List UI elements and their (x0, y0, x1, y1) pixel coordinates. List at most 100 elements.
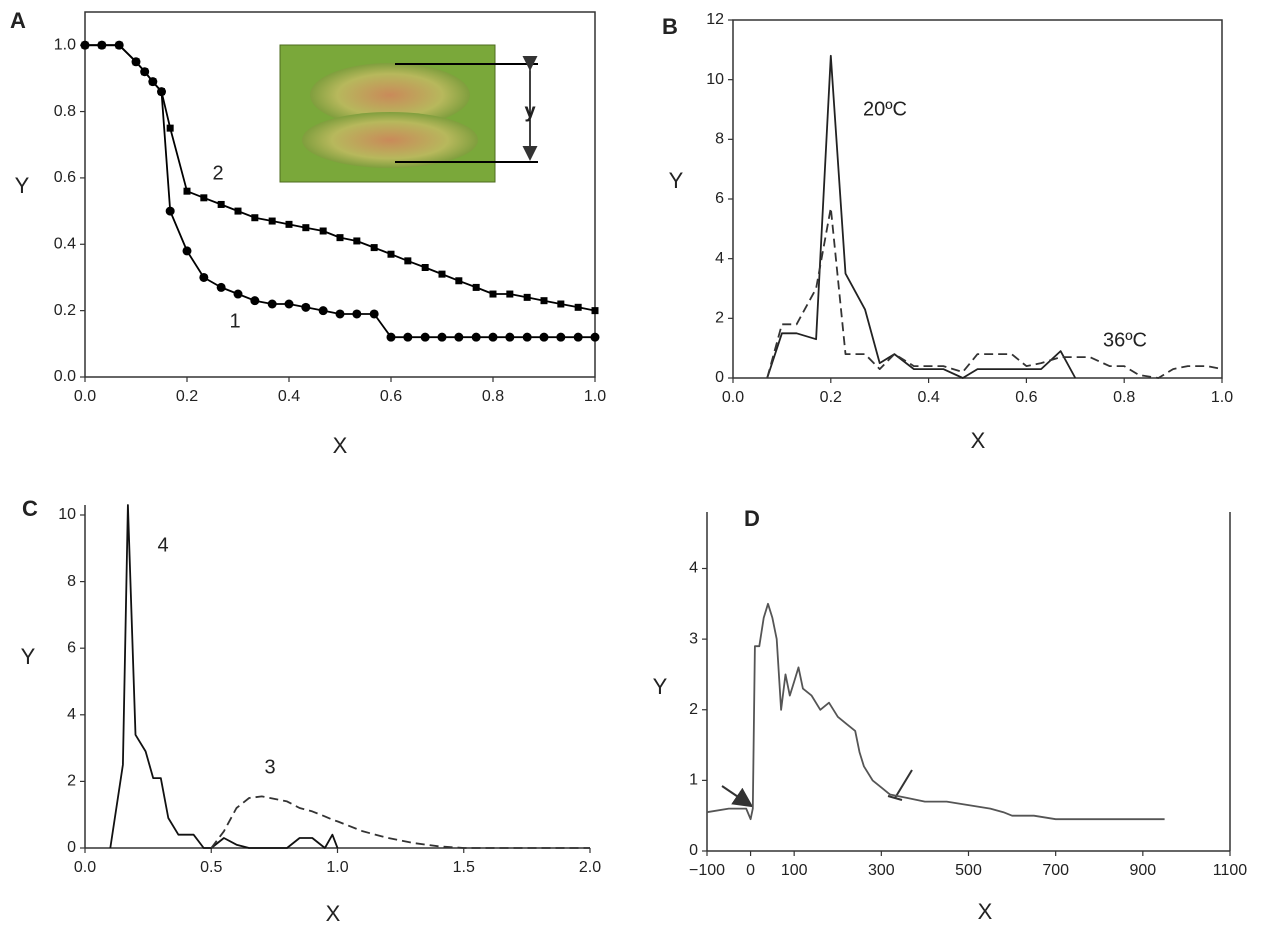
data-point (387, 250, 395, 258)
x-axis-title: X (326, 901, 341, 926)
data-point (183, 187, 191, 195)
data-point (540, 297, 548, 305)
y-tick-label: 10 (58, 506, 76, 523)
series-label: 36ºC (1103, 329, 1147, 351)
data-point (132, 58, 140, 66)
data-point (404, 257, 412, 265)
y-tick-label: 4 (689, 560, 698, 577)
arrows (721, 769, 913, 808)
x-axis-title: X (333, 433, 348, 458)
y-tick-label: 2 (715, 310, 724, 327)
x-tick-label: 100 (781, 862, 808, 879)
series-line (210, 795, 590, 849)
series-label: 1 (229, 310, 240, 332)
x-tick-label: 500 (955, 862, 982, 879)
x-tick-label: 0.6 (1015, 389, 1037, 406)
y-tick-label: 0 (67, 839, 76, 856)
y-tick-label: 1.0 (54, 36, 76, 53)
data-point (319, 227, 327, 235)
plot-frame (84, 11, 596, 378)
data-point (284, 299, 294, 309)
series-line (766, 207, 1223, 379)
series-label: 20ºC (863, 98, 907, 120)
x-tick-label: 0.0 (722, 389, 744, 406)
data-point (573, 332, 583, 342)
y-tick-label: 6 (715, 190, 724, 207)
data-point (165, 206, 175, 216)
y-tick-label: 4 (67, 706, 76, 723)
data-point (421, 264, 429, 271)
data-point (420, 332, 430, 342)
y-tick-label: 0.0 (54, 368, 76, 385)
data-point (489, 290, 497, 298)
y-tick-label: 8 (715, 131, 724, 148)
data-point (166, 124, 174, 132)
series-line (766, 54, 1077, 379)
y-axis-title: Y (669, 168, 684, 193)
data-point (488, 332, 498, 342)
x-tick-label: 0.8 (482, 388, 504, 405)
data-point (158, 88, 165, 96)
panel-letter: D (744, 506, 760, 531)
y-tick-label: 10 (706, 71, 724, 88)
data-point (98, 41, 106, 49)
inset-photo (279, 44, 538, 183)
x-tick-label: 1.0 (1211, 389, 1233, 406)
x-tick-label: 700 (1042, 862, 1069, 879)
data-point (268, 217, 276, 225)
data-point (471, 332, 481, 342)
data-point (115, 41, 123, 49)
data-point (506, 290, 514, 298)
y-tick-label: 0.6 (54, 169, 76, 186)
data-point (267, 299, 277, 309)
y-axis-title: Y (653, 674, 668, 699)
y-tick-label: 4 (715, 250, 724, 267)
data-point (369, 309, 379, 319)
series-label: 4 (157, 534, 168, 556)
data-point (556, 332, 566, 342)
data-point (234, 207, 242, 215)
panel-letter: B (662, 14, 678, 39)
data-point (505, 332, 515, 342)
y-tick-label: 12 (706, 11, 724, 28)
data-point (403, 332, 413, 342)
annotation: y (524, 100, 536, 122)
y-tick-label: 2 (67, 773, 76, 790)
y-tick-label: 0 (689, 842, 698, 859)
x-tick-label: 0.0 (74, 388, 96, 405)
data-point (352, 309, 362, 319)
data-point (251, 214, 259, 222)
x-axis-title: X (971, 428, 986, 453)
data-point (302, 224, 310, 232)
x-tick-label: 2.0 (579, 859, 601, 876)
x-tick-label: 0 (746, 862, 755, 879)
y-tick-label: 8 (67, 573, 76, 590)
data-point (523, 293, 531, 301)
x-tick-label: 300 (868, 862, 895, 879)
data-point (574, 303, 582, 311)
x-tick-label: 0.0 (74, 859, 96, 876)
x-tick-label: 1.5 (453, 859, 475, 876)
x-tick-label: 0.2 (176, 388, 198, 405)
data-point (336, 234, 344, 242)
data-point (81, 41, 89, 49)
data-point (437, 332, 447, 342)
y-tick-label: 6 (67, 639, 76, 656)
data-point (386, 332, 396, 342)
x-tick-label: 0.5 (200, 859, 222, 876)
data-point (200, 194, 208, 202)
y-tick-label: 1 (689, 772, 698, 789)
data-point (591, 307, 599, 315)
x-tick-label: 0.6 (380, 388, 402, 405)
series-label: 3 (264, 756, 275, 778)
data-point (438, 270, 446, 278)
data-point (199, 272, 209, 282)
x-tick-label: 0.8 (1113, 389, 1135, 406)
series-label: 2 (212, 162, 223, 184)
x-tick-label: 1.0 (326, 859, 348, 876)
data-point (250, 296, 260, 306)
y-tick-label: 0.2 (54, 302, 76, 319)
data-point (455, 277, 463, 285)
data-point (285, 220, 293, 228)
